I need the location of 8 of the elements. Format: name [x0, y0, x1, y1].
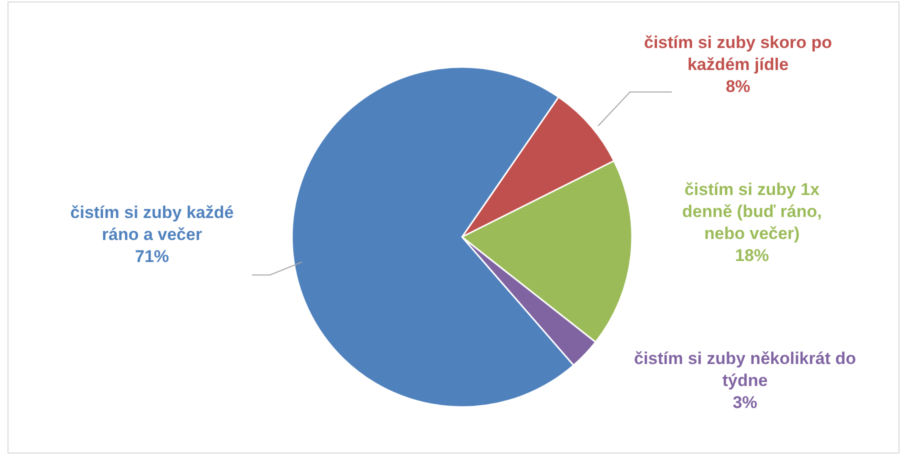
slice-label: čistím si zuby několikrát do týdne [634, 349, 856, 390]
data-label: 71% [134, 247, 170, 266]
data-label: 3% [732, 393, 758, 412]
slice-label: čistím si zuby 1x denně (buď ráno, nebo večer) [682, 180, 822, 243]
slice-label: čistím si zuby skoro po každém jídle [644, 33, 832, 74]
data-label: 8% [726, 77, 750, 96]
data-label: 18% [734, 246, 770, 265]
slice-label: čistím si zuby každé ráno a večer [70, 203, 234, 244]
